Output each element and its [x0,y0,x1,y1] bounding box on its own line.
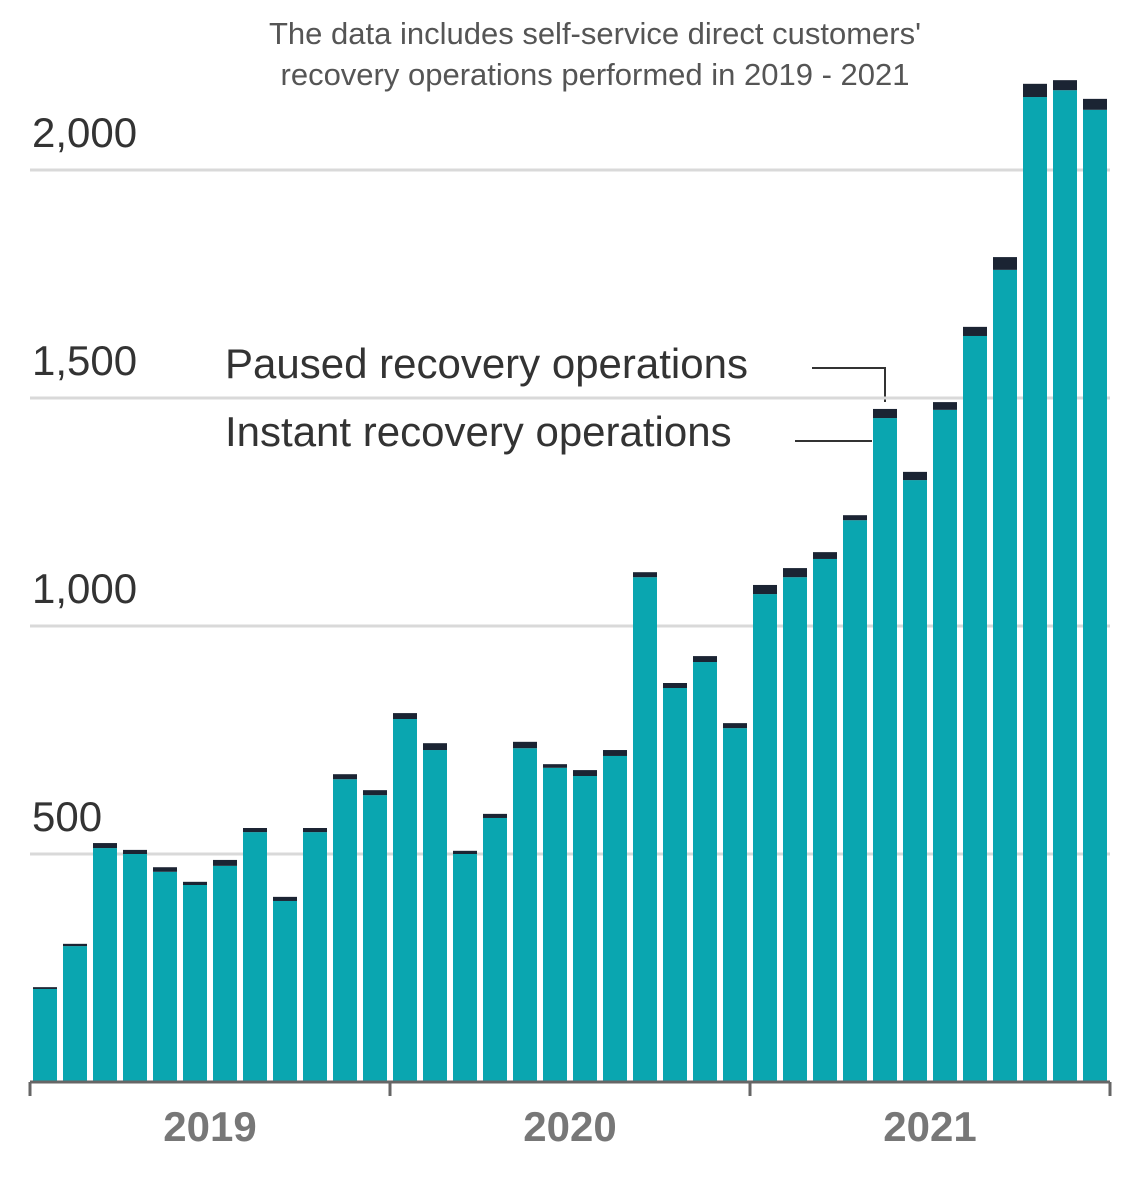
note-line: The data includes self-service direct cu… [269,16,921,51]
bar-segment [63,946,87,1082]
bar-segment [723,728,747,1082]
legend-label: Instant recovery operations [225,408,732,455]
bar-segment [243,832,267,1082]
bar-segment [813,558,837,1082]
bar-segment [993,269,1017,1082]
bar-segment [183,881,207,886]
bar-segment [573,776,597,1082]
y-tick-label: 1,000 [32,565,137,612]
bar-segment [483,813,507,818]
bar-segment [573,770,597,777]
bar-segment [753,584,777,595]
bar-segment [903,471,927,481]
bar-segment [603,755,627,1082]
y-tick-label: 500 [32,793,102,840]
bar-segment [993,257,1017,270]
bar-segment [753,594,777,1082]
bar-segment [963,326,987,336]
bar-segment [333,774,357,780]
bar-segment [513,748,537,1082]
y-tick-label: 2,000 [32,109,137,156]
x-group-label: 2021 [883,1103,976,1150]
bar-segment [873,408,897,419]
bar-segment [423,750,447,1082]
bar-segment [1023,97,1047,1083]
bar-segment [93,848,117,1082]
bar-segment [123,854,147,1082]
bar-segment [1023,83,1047,98]
bar-segment [333,779,357,1082]
bar-segment [1083,109,1107,1083]
bar-segment [393,719,417,1082]
leader-line [812,367,886,402]
bar-segment [273,896,297,901]
bar-segment [633,572,657,578]
bar-segment [303,832,327,1082]
bar-segment [423,743,447,751]
bar-segment [33,988,57,1082]
bar-segment [843,520,867,1082]
bar-segment [693,662,717,1082]
bar-segment [183,885,207,1082]
bar-segment [363,795,387,1082]
bar-segment [393,713,417,720]
bar-segment [723,723,747,729]
y-tick-label: 1,500 [32,337,137,384]
legend-label: Paused recovery operations [225,340,748,387]
bar-segment [153,867,177,872]
x-group-label: 2020 [523,1103,616,1150]
bar-segment [93,843,117,849]
bar-segment [33,987,57,989]
bar-segment [453,854,477,1082]
bar-segment [543,764,567,768]
bar-segment [213,865,237,1082]
bar-segment [513,741,537,749]
bar-segment [63,943,87,947]
bar-segment [813,552,837,559]
bar-segment [693,656,717,663]
bar-segment [663,683,687,689]
bar-segment [933,402,957,410]
bar-segment [123,849,147,854]
bar-segment [243,828,267,833]
bar-segment [363,790,387,796]
bar-segment [543,767,567,1082]
bar-segment [1053,90,1077,1082]
bar-segment [843,515,867,521]
x-group-label: 2019 [163,1103,256,1150]
bar-segment [873,418,897,1083]
bar-segment [303,828,327,833]
note-line: recovery operations performed in 2019 - … [281,57,910,92]
bar-segment [1053,80,1077,91]
bar-segment [903,480,927,1083]
bar-segment [1083,98,1107,110]
bar-segment [273,900,297,1082]
bar-segment [603,750,627,756]
bar-segment [153,871,177,1082]
bar-segment [963,335,987,1082]
bar-segment [933,409,957,1083]
bar-segment [213,859,237,866]
bar-segment [483,817,507,1082]
bar-segment [783,568,807,578]
bar-segment [633,577,657,1082]
bar-segment [783,577,807,1082]
bar-segment [453,850,477,854]
bar-segment [663,688,687,1082]
